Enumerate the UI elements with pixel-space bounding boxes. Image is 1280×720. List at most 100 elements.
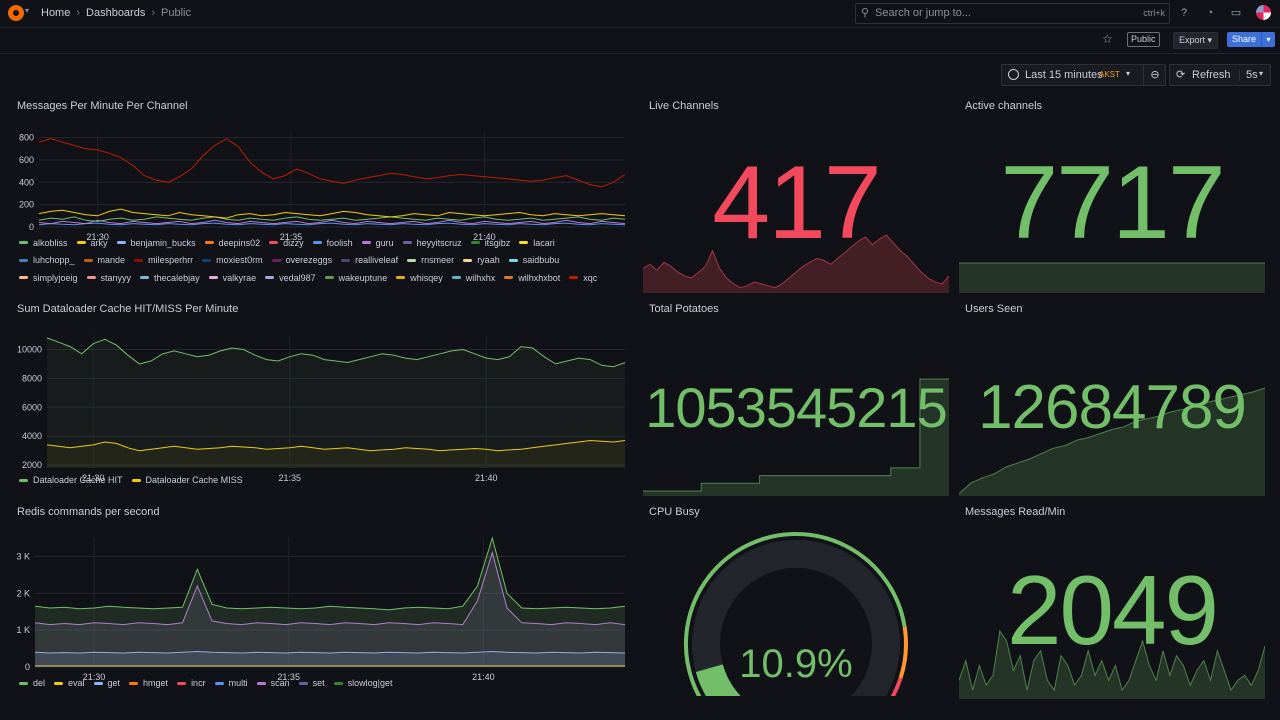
legend-swatch xyxy=(208,276,218,279)
legend-label: lacari xyxy=(533,237,555,248)
legend-label: ryaah xyxy=(477,255,500,265)
legend-item[interactable]: foolish xyxy=(312,235,353,251)
legend-item[interactable]: del xyxy=(19,675,45,691)
legend-item[interactable]: heyyitscruz xyxy=(402,235,462,251)
legend-item[interactable]: realliveleaf xyxy=(341,252,398,268)
y-tick-label: 2000 xyxy=(22,460,42,470)
legend-item[interactable]: xqc xyxy=(569,270,597,286)
legend-item[interactable]: slowlog|get xyxy=(333,675,393,691)
legend-item[interactable]: Dataloader Cache MISS xyxy=(131,472,243,488)
legend-item[interactable]: simplyjoeig xyxy=(19,270,78,286)
help-icon[interactable]: ? xyxy=(1180,7,1188,19)
redis-commands-chart: 0 1 K 2 K 3 K 21:30 21:35 21:40 xyxy=(17,536,626,682)
legend-item[interactable]: luhchopp_ xyxy=(19,252,75,268)
chart-legend: alkobliss arky benjamin_bucks deepins02 dizz… xyxy=(19,233,619,286)
legend-item[interactable]: deepins02 xyxy=(204,235,260,251)
legend-swatch xyxy=(116,241,126,244)
legend-swatch xyxy=(508,258,518,262)
zoom-out-icon[interactable]: ⊖ xyxy=(1143,65,1166,85)
grafana-logo-icon[interactable] xyxy=(8,5,24,21)
legend-item[interactable]: thecalebjay xyxy=(140,270,200,286)
stat-value: 2049 xyxy=(1006,555,1219,665)
monitor-icon[interactable]: ▭ xyxy=(1230,7,1242,19)
legend-item[interactable]: itsgibz xyxy=(470,235,510,251)
legend-item[interactable]: wilhxhx xyxy=(451,270,495,286)
legend-item[interactable]: moxiest0rm xyxy=(202,252,263,268)
legend-item[interactable]: wakeuptune xyxy=(324,270,387,286)
legend-swatch xyxy=(256,681,266,685)
breadcrumb-dashboards[interactable]: Dashboards xyxy=(86,7,146,19)
legend-item[interactable]: overezeggs xyxy=(271,252,332,268)
legend-item[interactable]: Dataloader Cache HIT xyxy=(19,472,123,488)
legend-label: multi xyxy=(228,678,248,688)
share-dropdown-icon[interactable]: ▾ xyxy=(1261,32,1275,47)
star-icon[interactable]: ☆ xyxy=(1102,32,1113,46)
time-range-picker[interactable]: Last 15 minutes AKST ▾ ⊖ xyxy=(1001,64,1166,86)
legend-item[interactable]: hmget xyxy=(129,675,168,691)
rss-icon[interactable]: ◔ xyxy=(1206,7,1214,19)
sparkline-line xyxy=(959,387,1265,495)
refresh-picker[interactable]: ⟳ Refresh 5s ▾ xyxy=(1169,64,1271,86)
refresh-icon: ⟳ xyxy=(1176,69,1186,81)
legend-item[interactable]: alkobliss xyxy=(19,235,68,251)
legend-item[interactable]: stanyyy xyxy=(86,270,131,286)
breadcrumb: Home › Dashboards › Public xyxy=(41,7,191,19)
legend-label: dizzy xyxy=(283,237,304,248)
refresh-button[interactable]: Refresh xyxy=(1192,69,1231,81)
legend-swatch xyxy=(204,241,214,244)
legend-item[interactable]: wilhxhxbot xyxy=(504,270,560,286)
search-input[interactable]: ⚲ Search or jump to... ctrl+k xyxy=(855,3,1170,24)
legend-label: valkyrae xyxy=(222,272,257,283)
series-line xyxy=(46,439,626,452)
legend-swatch xyxy=(519,241,529,244)
gauge-track xyxy=(692,539,900,696)
share-button[interactable]: Share xyxy=(1227,32,1262,47)
legend-item[interactable]: vedal987 xyxy=(265,270,316,286)
sparkline-line xyxy=(643,378,949,492)
export-button[interactable]: Export ▾ xyxy=(1173,32,1219,49)
legend-item[interactable]: get xyxy=(93,675,120,691)
legend-item[interactable]: lacari xyxy=(519,235,555,251)
legend-swatch xyxy=(569,276,579,279)
legend-item[interactable]: valkyrae xyxy=(208,270,257,286)
legend-swatch xyxy=(463,258,473,262)
sparkline-area xyxy=(959,388,1265,496)
series-line xyxy=(38,216,626,222)
legend-swatch xyxy=(19,478,28,482)
legend-label: Dataloader Cache MISS xyxy=(145,475,243,485)
legend-item[interactable]: multi xyxy=(214,675,248,691)
legend-item[interactable]: ryaah xyxy=(463,252,500,268)
legend-item[interactable]: milesperhrr xyxy=(134,252,193,268)
legend-item[interactable]: eval xyxy=(54,675,85,691)
legend-item[interactable]: guru xyxy=(361,235,394,251)
avatar[interactable] xyxy=(1256,5,1271,20)
legend-swatch xyxy=(202,258,212,262)
legend-item[interactable]: set xyxy=(298,675,325,691)
legend-item[interactable]: mande xyxy=(83,252,125,268)
legend-label: hmget xyxy=(143,678,169,688)
total-potatoes-sparkline xyxy=(643,378,949,496)
legend-item[interactable]: incr xyxy=(177,675,206,691)
legend-item[interactable]: whisqey xyxy=(396,270,443,286)
active-channels-sparkline xyxy=(959,262,1265,293)
series-line xyxy=(34,550,626,626)
panel-redis-commands: Redis commands per second 0 1 K 2 K 3 K 21:3… xyxy=(17,506,629,696)
search-icon: ⚲ xyxy=(861,7,870,19)
breadcrumb-home[interactable]: Home xyxy=(41,7,71,19)
legend-swatch xyxy=(402,241,412,244)
chevron-down-icon[interactable]: ▾ xyxy=(25,6,30,15)
legend-item[interactable]: benjamin_bucks xyxy=(116,235,196,251)
legend-label: del xyxy=(33,678,46,688)
legend-item[interactable]: arky xyxy=(76,235,108,251)
y-tick-label: 400 xyxy=(19,177,34,187)
legend-label: foolish xyxy=(326,237,353,248)
legend-item[interactable]: rnsmeer xyxy=(407,252,454,268)
legend-item[interactable]: scan xyxy=(256,675,290,691)
series-line xyxy=(46,337,626,368)
y-tick-label: 8000 xyxy=(22,373,42,383)
legend-item[interactable]: dizzy xyxy=(269,235,304,251)
refresh-interval[interactable]: 5s xyxy=(1239,69,1258,81)
legend-swatch xyxy=(177,681,187,685)
legend-item[interactable]: saidbubu xyxy=(508,252,559,268)
legend-label: arky xyxy=(90,237,108,248)
